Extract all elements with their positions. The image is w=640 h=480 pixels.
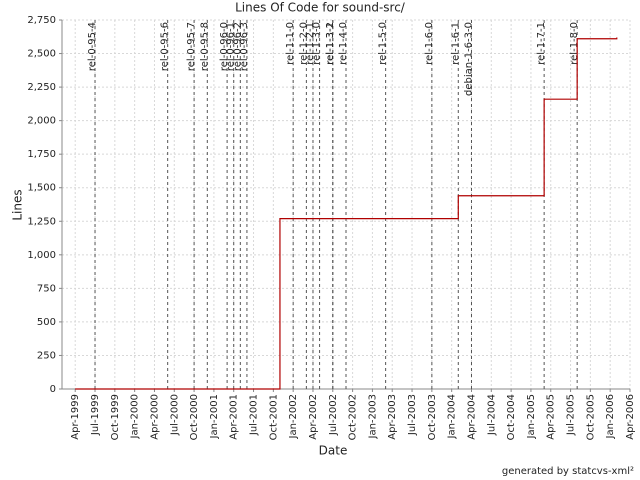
data-line	[75, 37, 618, 390]
x-tick-label: Apr-2001	[229, 394, 240, 440]
x-tick-label: Jan-2004	[447, 394, 458, 439]
y-tick-label: 2,750	[27, 15, 56, 26]
tag-label: rel-1-2-0	[298, 22, 309, 65]
y-tick-label: 750	[37, 283, 56, 294]
x-tick-label: Oct-2005	[585, 394, 596, 440]
x-tick-label: Apr-2000	[149, 394, 160, 440]
x-tick-label: Apr-2006	[625, 394, 636, 440]
tag-label: rel-1-6-0	[424, 22, 435, 65]
x-tick-label: Oct-2004	[506, 394, 517, 440]
tag-label: rel-1-3-1	[325, 22, 336, 65]
x-tick-label: Jul-2001	[249, 394, 260, 436]
x-axis-label: Date	[319, 444, 348, 458]
x-tick-label: Jul-2003	[407, 394, 418, 436]
x-tick-label: Jan-2003	[367, 394, 378, 439]
y-axis-label: Lines	[11, 189, 25, 220]
y-tick-label: 2,500	[27, 49, 56, 60]
tag-label: rel-1-6-1	[450, 22, 461, 65]
y-tick-label: 500	[37, 317, 56, 328]
tag-label: rel-0-95-4	[87, 22, 98, 71]
x-tick-label: Apr-2002	[308, 394, 319, 440]
tag-label: rel-1-3-0	[312, 22, 323, 65]
y-tick-label: 2,250	[27, 82, 56, 93]
footer: generated by statcvs-xml²	[502, 466, 634, 477]
x-tick-label: Jul-2002	[328, 394, 339, 436]
x-tick-label: Apr-2003	[387, 394, 398, 440]
x-tick-label: Oct-2003	[427, 394, 438, 440]
tag-label: rel-1-8-0	[569, 22, 580, 65]
tag-label: rel-1-4-0	[338, 22, 349, 65]
y-tick-label: 1,250	[27, 216, 56, 227]
tag-label: rel-1-1-0	[285, 22, 296, 65]
tag-label: rel-0-96-2	[232, 22, 243, 71]
tag-label: rel-0-96-3	[239, 22, 250, 71]
tag-label: rel-0-96-1	[226, 22, 237, 71]
x-tick-label: Jan-2002	[288, 394, 299, 439]
tag-label: rel-0-95-7	[186, 22, 197, 71]
tag-label: rel-0-95-8	[199, 22, 210, 71]
x-tick-label: Jan-2000	[130, 394, 141, 439]
x-tick-label: Jul-1999	[90, 394, 101, 436]
tag-label: rel-1-7-1	[536, 22, 547, 65]
y-tick-label: 1,000	[27, 250, 56, 261]
y-tick-label: 2,000	[27, 116, 56, 127]
chart-title: Lines Of Code for sound-src/	[235, 1, 406, 15]
x-tick-label: Oct-1999	[110, 394, 121, 440]
x-tick-label: Jul-2005	[566, 394, 577, 436]
x-tick-label: Oct-2002	[348, 394, 359, 440]
y-tick-label: 1,500	[27, 183, 56, 194]
tag-label: debian-1-6-3-0	[463, 22, 474, 96]
x-tick-label: Jan-2001	[209, 394, 220, 439]
tag-label: rel-1-5-0	[378, 22, 389, 65]
tag-label: rel-1-2-1	[305, 22, 316, 65]
y-tick-label: 0	[50, 384, 56, 395]
tag-label: rel-1-3-2	[325, 22, 336, 65]
x-tick-label: Apr-1999	[70, 394, 81, 440]
x-tick-label: Apr-2005	[546, 394, 557, 440]
tag-label: rel-0-95-6	[160, 22, 171, 71]
x-tick-label: Jul-2000	[169, 394, 180, 436]
x-tick-label: Apr-2004	[466, 394, 477, 440]
x-tick-label: Jan-2005	[526, 394, 537, 439]
x-tick-label: Jul-2004	[486, 394, 497, 436]
x-tick-label: Oct-2000	[189, 394, 200, 440]
y-tick-label: 250	[37, 350, 56, 361]
y-tick-label: 1,750	[27, 149, 56, 160]
x-tick-label: Jan-2006	[605, 394, 616, 439]
tag-label: rel-0-96-0	[219, 22, 230, 71]
x-tick-label: Oct-2001	[268, 394, 279, 440]
